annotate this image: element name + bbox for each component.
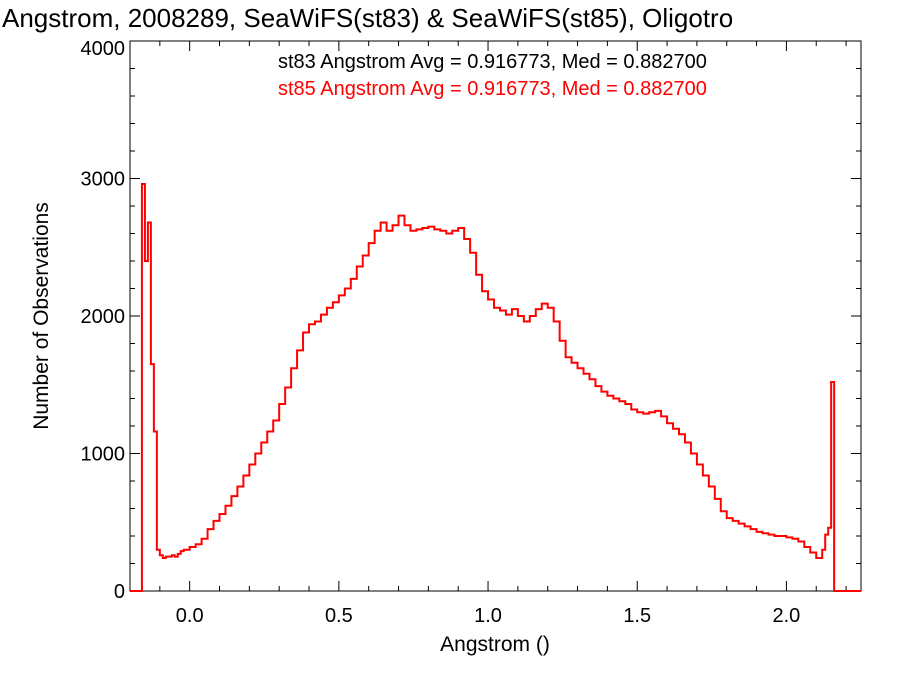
y-axis: 0 1000 2000 3000 4000 [81, 38, 861, 603]
x-axis: 0.0 0.5 1.0 1.5 2.0 [129, 41, 847, 627]
y-tick-label: 3000 [81, 169, 126, 191]
y-tick-label: 4000 [81, 38, 126, 60]
annotation-st85: st85 Angstrom Avg = 0.916773, Med = 0.88… [278, 78, 707, 100]
x-axis-label: Angstrom () [440, 633, 550, 656]
y-tick-label: 1000 [81, 444, 126, 466]
x-tick-label: 1.0 [474, 605, 502, 627]
x-tick-label: 1.5 [623, 605, 651, 627]
y-tick-label: 0 [114, 581, 125, 603]
chart-title: Angstrom, 2008289, SeaWiFS(st83) & SeaWi… [2, 3, 733, 33]
x-tick-label: 2.0 [773, 605, 801, 627]
y-tick-label: 2000 [81, 306, 126, 328]
x-tick-label: 0.0 [176, 605, 204, 627]
annotation-st83: st83 Angstrom Avg = 0.916773, Med = 0.88… [278, 51, 707, 73]
x-tick-label: 0.5 [325, 605, 353, 627]
plot-frame [129, 40, 862, 592]
plot-border [129, 40, 862, 592]
y-axis-label: Number of Observations [30, 202, 53, 430]
histogram-line [130, 183, 861, 592]
